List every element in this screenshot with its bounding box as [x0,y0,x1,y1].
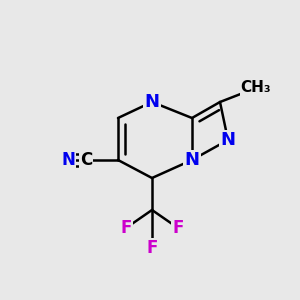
Text: CH₃: CH₃ [241,80,271,95]
Text: C: C [80,151,92,169]
Text: N: N [61,151,75,169]
Text: N: N [184,151,200,169]
Text: N: N [145,93,160,111]
Text: N: N [220,131,236,149]
Text: F: F [146,239,158,257]
Text: F: F [120,219,132,237]
Text: F: F [172,219,184,237]
